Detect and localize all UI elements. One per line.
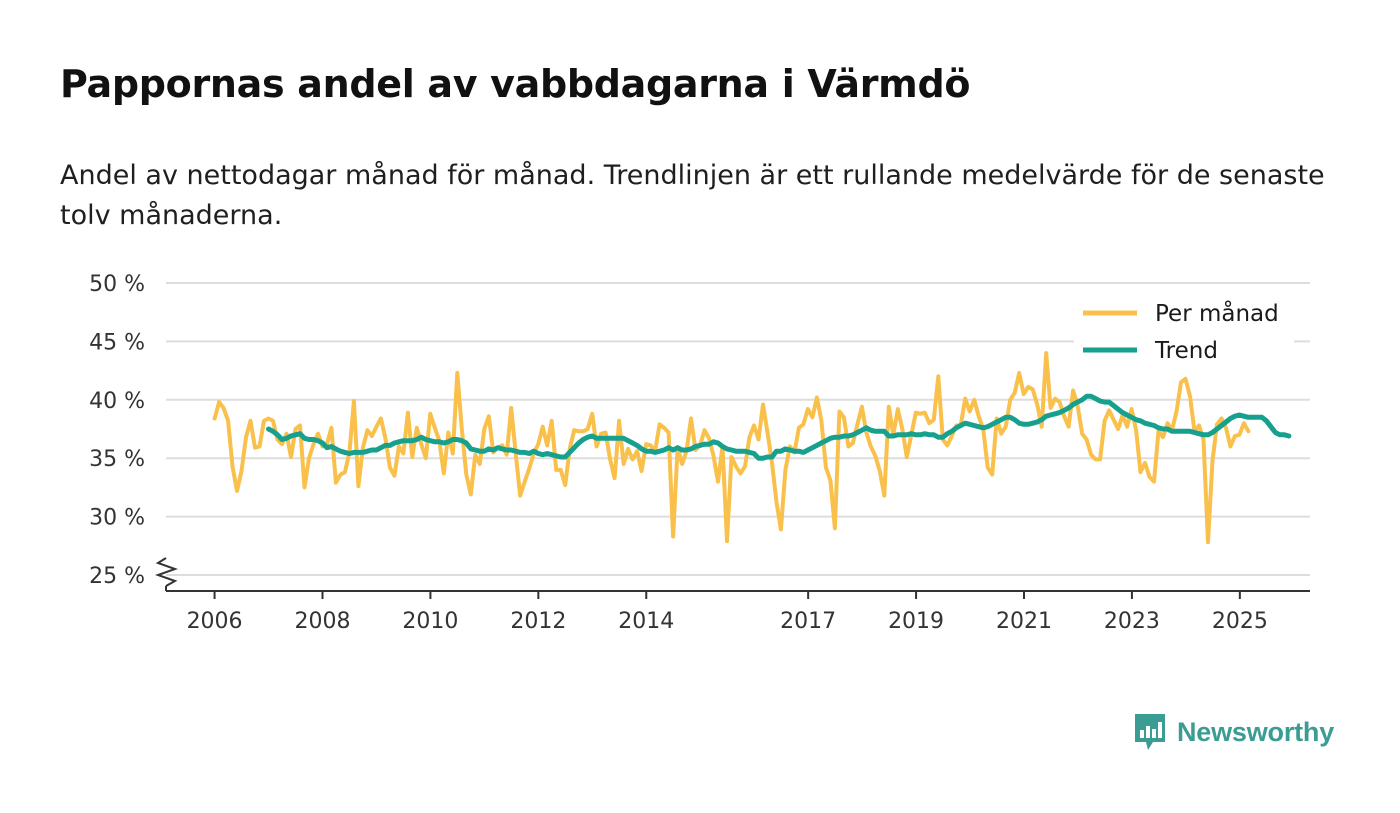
y-tick-label: 50 % [89, 272, 145, 297]
series-line-trend [266, 393, 1292, 461]
y-axis-labels: 25 % 30 % 35 % 40 % 45 % 50 % [89, 272, 145, 589]
y-tick-label: 35 % [89, 447, 145, 472]
newsworthy-logo-icon [1135, 714, 1165, 750]
newsworthy-brand[interactable]: Newsworthy [1133, 712, 1334, 752]
x-tick-label: 2023 [1104, 609, 1160, 634]
x-tick-label: 2019 [888, 609, 944, 634]
legend-label-trend: Trend [1154, 338, 1218, 364]
y-tick-label: 25 % [89, 564, 145, 589]
x-tick-label: 2012 [510, 609, 566, 634]
y-tick-label: 30 % [89, 506, 145, 531]
y-tick-label: 45 % [89, 330, 145, 355]
x-axis: 2006 2008 2010 2012 2014 2017 2019 2021 2023 2025 [154, 557, 1310, 634]
y-tick-label: 40 % [89, 389, 145, 414]
x-tick-label: 2014 [618, 609, 674, 634]
legend: Per månad Trend [1074, 292, 1294, 372]
legend-label-per-manad: Per månad [1155, 299, 1279, 327]
x-tick-label: 2025 [1212, 609, 1268, 634]
brand-name: Newsworthy [1177, 716, 1335, 747]
x-tick-label: 2006 [187, 609, 243, 634]
x-tick-label: 2008 [294, 609, 350, 634]
x-tick-label: 2021 [996, 609, 1052, 634]
legend-background [1074, 292, 1294, 372]
series-lines [212, 351, 1292, 545]
x-tick-label: 2017 [780, 609, 836, 634]
chart-title: Pappornas andel av vabbdagarna i Värmdö [60, 62, 971, 106]
axis-break-mark [154, 557, 179, 587]
chart-subtitle: Andel av nettodagar månad för månad. Tre… [60, 160, 1325, 231]
x-tick-label: 2010 [402, 609, 458, 634]
